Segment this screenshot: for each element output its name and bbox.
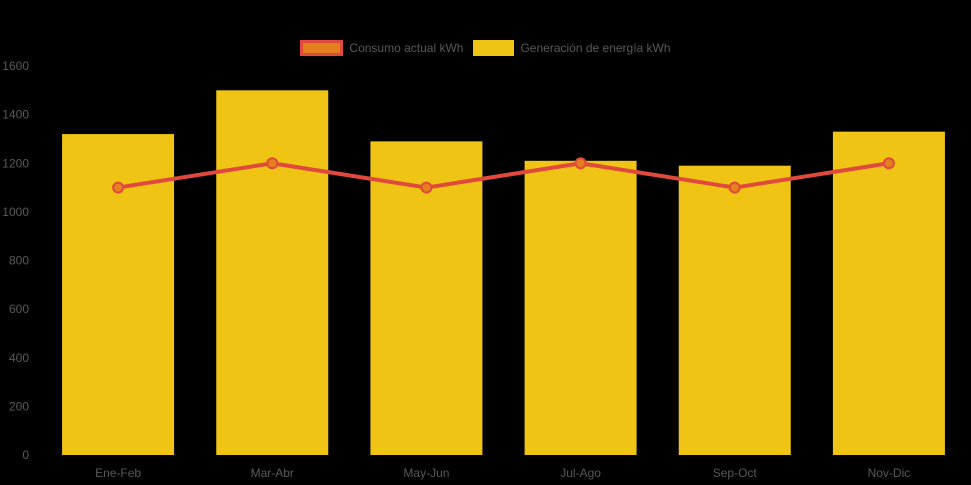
y-axis-tick-label: 1400 xyxy=(2,108,29,122)
y-axis-tick-label: 1600 xyxy=(2,59,29,73)
bar-nov-dic[interactable] xyxy=(832,131,945,456)
y-axis-tick-label: 400 xyxy=(9,351,29,365)
x-axis-label-nov-dic: Nov-Dic xyxy=(868,466,911,480)
bar-may-jun[interactable] xyxy=(370,141,483,455)
y-axis-tick-label: 0 xyxy=(22,448,29,462)
line-point-jul-ago[interactable] xyxy=(574,157,587,170)
line-point-nov-dic[interactable] xyxy=(882,157,895,170)
line-point-ene-feb[interactable] xyxy=(112,181,125,194)
x-axis-label-may-jun: May-Jun xyxy=(403,466,449,480)
x-axis-label-sep-oct: Sep-Oct xyxy=(713,466,758,480)
x-axis-label-ene-feb: Ene-Feb xyxy=(95,466,141,480)
line-point-sep-oct[interactable] xyxy=(728,181,741,194)
bar-jul-ago[interactable] xyxy=(524,160,637,455)
chart-legend: Consumo actual kWh Generación de energía… xyxy=(0,40,971,56)
consumo-line xyxy=(116,161,891,190)
x-axis-label-jul-ago: Jul-Ago xyxy=(560,466,601,480)
legend-label-generacion: Generación de energía kWh xyxy=(520,41,671,55)
y-axis-tick-label: 1200 xyxy=(2,156,29,170)
bar-mar-abr[interactable] xyxy=(216,90,329,455)
line-point-mar-abr[interactable] xyxy=(266,157,279,170)
line-point-may-jun[interactable] xyxy=(420,181,433,194)
x-axis-label-mar-abr: Mar-Abr xyxy=(251,466,294,480)
y-axis-tick-label: 600 xyxy=(9,302,29,316)
bar-sep-oct[interactable] xyxy=(678,165,791,455)
generacion-bar-swatch-icon xyxy=(473,40,515,56)
legend-item-generacion[interactable]: Generación de energía kWh xyxy=(473,40,671,56)
y-axis-tick-label: 1000 xyxy=(2,205,29,219)
legend-item-consumo[interactable]: Consumo actual kWh xyxy=(300,40,463,56)
consumo-line-swatch-icon xyxy=(300,40,344,56)
y-axis-tick-label: 200 xyxy=(9,399,29,413)
y-axis-tick-label: 800 xyxy=(9,254,29,268)
legend-label-consumo: Consumo actual kWh xyxy=(349,41,464,55)
